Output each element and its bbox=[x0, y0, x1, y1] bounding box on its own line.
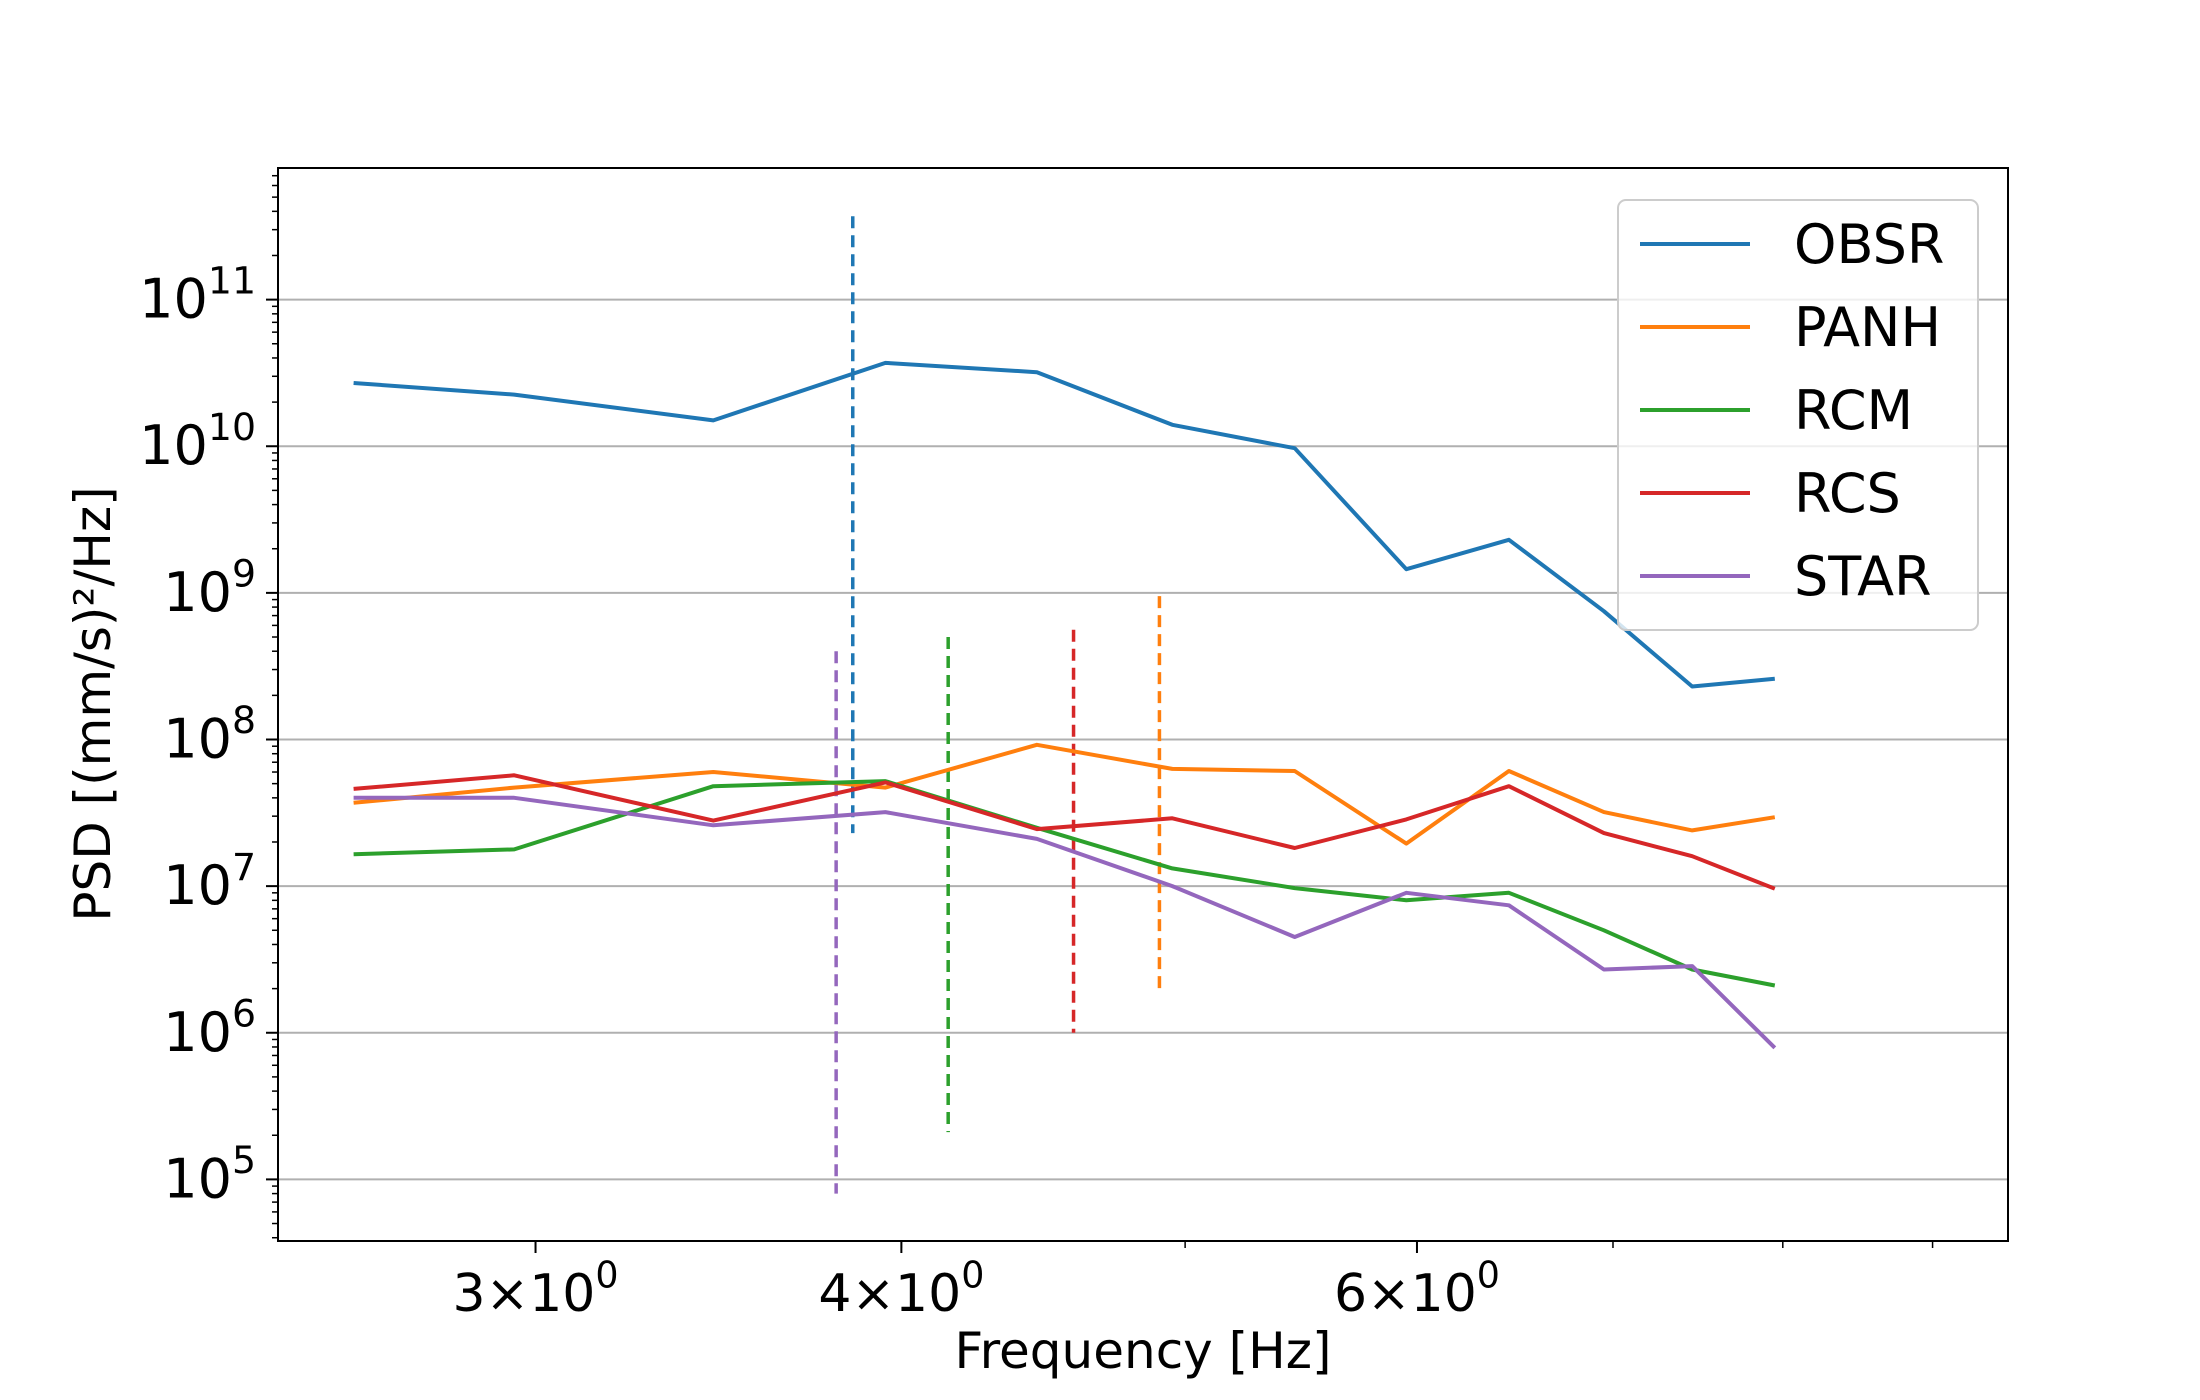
series-line-rcs bbox=[353, 773, 1776, 891]
y-tick-label: 107 bbox=[163, 845, 256, 917]
plot-frame bbox=[277, 167, 2009, 1242]
y-tick-label: 1010 bbox=[139, 405, 256, 477]
x-tick-label: 4×100 bbox=[818, 1254, 984, 1324]
y-axis-ticks: 105 106 107 108 109 1010 1011 bbox=[139, 174, 278, 1239]
y-axis-label: PSD [(mm/s)²/Hz] bbox=[64, 486, 122, 921]
legend-label-panh: PANH bbox=[1794, 296, 1941, 359]
dashed-reference-lines bbox=[834, 216, 1162, 1194]
legend-label-rcm: RCM bbox=[1794, 379, 1913, 442]
x-axis-label: Frequency [Hz] bbox=[954, 1322, 1331, 1380]
x-axis-ticks: 3×100 4×100 6×100 bbox=[453, 1241, 1934, 1324]
legend-box bbox=[1617, 199, 1979, 631]
series-line-star bbox=[353, 795, 1777, 1050]
x-tick-label: 3×100 bbox=[453, 1254, 619, 1324]
y-tick-label: 1011 bbox=[139, 258, 256, 330]
x-tick-label: 6×100 bbox=[1334, 1254, 1500, 1324]
y-tick-label: 105 bbox=[163, 1138, 256, 1210]
series-line-panh bbox=[353, 742, 1776, 846]
legend-label-obsr: OBSR bbox=[1794, 213, 1944, 276]
y-tick-label: 106 bbox=[163, 991, 256, 1063]
legend: OBSR PANH RCM RCS STAR bbox=[1617, 199, 1979, 631]
legend-label-star: STAR bbox=[1794, 545, 1932, 608]
series-line-rcm bbox=[353, 779, 1776, 988]
legend-label-rcs: RCS bbox=[1794, 462, 1901, 525]
y-tick-label: 108 bbox=[163, 698, 256, 770]
y-tick-label: 109 bbox=[163, 552, 256, 624]
